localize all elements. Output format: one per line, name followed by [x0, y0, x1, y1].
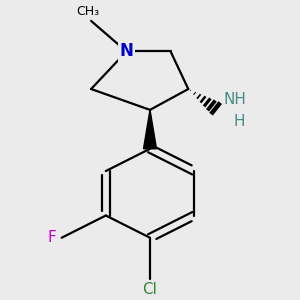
Text: Cl: Cl [142, 282, 158, 297]
Text: F: F [47, 230, 56, 245]
Text: N: N [119, 43, 134, 61]
Polygon shape [143, 110, 157, 149]
Text: H: H [234, 114, 245, 129]
Text: NH: NH [224, 92, 247, 107]
Text: CH₃: CH₃ [76, 5, 100, 18]
